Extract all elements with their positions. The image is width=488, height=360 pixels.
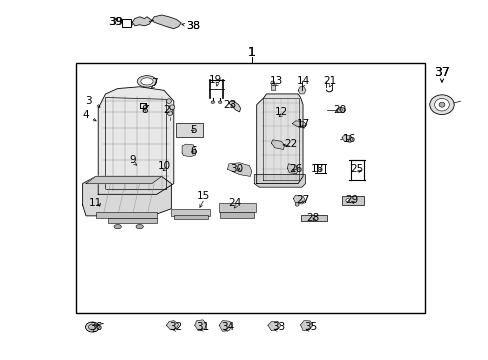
Ellipse shape: [218, 101, 222, 103]
Text: 36: 36: [89, 322, 102, 332]
Text: 23: 23: [223, 100, 236, 110]
Text: 30: 30: [230, 164, 243, 174]
Text: 16: 16: [342, 134, 355, 144]
Polygon shape: [298, 87, 305, 94]
Text: 26: 26: [288, 164, 302, 174]
Polygon shape: [228, 101, 240, 112]
Text: 9: 9: [129, 155, 135, 165]
Polygon shape: [267, 321, 281, 330]
Ellipse shape: [345, 199, 349, 202]
Text: 25: 25: [349, 164, 363, 174]
Text: 15: 15: [196, 191, 209, 201]
Polygon shape: [287, 164, 298, 174]
Text: 39: 39: [108, 17, 122, 27]
Ellipse shape: [434, 98, 448, 111]
Polygon shape: [82, 176, 171, 216]
Text: 5: 5: [190, 125, 196, 135]
Text: 18: 18: [310, 164, 324, 174]
Text: 22: 22: [284, 139, 297, 149]
Bar: [173, 215, 207, 220]
Text: 29: 29: [345, 195, 358, 205]
Text: 37: 37: [433, 66, 449, 79]
Ellipse shape: [88, 324, 96, 330]
Bar: [76, 63, 424, 313]
Bar: [122, 19, 131, 27]
Text: 38: 38: [186, 21, 200, 31]
Bar: [270, 85, 274, 90]
Ellipse shape: [270, 81, 274, 85]
Text: 37: 37: [433, 66, 449, 79]
Ellipse shape: [166, 99, 171, 103]
Ellipse shape: [136, 225, 143, 229]
Bar: [220, 212, 254, 218]
Text: 28: 28: [305, 213, 319, 222]
Text: 14: 14: [296, 76, 309, 86]
Text: 39: 39: [109, 17, 123, 27]
Text: 8: 8: [141, 105, 147, 115]
Text: 7: 7: [151, 78, 157, 88]
Ellipse shape: [438, 102, 444, 107]
Ellipse shape: [114, 225, 121, 229]
Polygon shape: [152, 15, 181, 29]
Bar: [171, 209, 210, 216]
Text: 17: 17: [296, 120, 309, 129]
Ellipse shape: [167, 111, 172, 116]
Text: 24: 24: [228, 198, 241, 208]
Bar: [300, 215, 327, 221]
Ellipse shape: [429, 95, 453, 114]
Polygon shape: [166, 320, 178, 330]
Text: 38: 38: [186, 21, 200, 31]
Ellipse shape: [211, 101, 214, 103]
Text: 3: 3: [85, 96, 92, 106]
Polygon shape: [132, 17, 152, 26]
Polygon shape: [86, 176, 161, 184]
Text: 27: 27: [296, 195, 309, 205]
Ellipse shape: [338, 109, 342, 111]
Ellipse shape: [336, 108, 345, 113]
Bar: [96, 212, 157, 218]
Bar: [341, 196, 363, 205]
Bar: [176, 123, 203, 137]
Text: 33: 33: [271, 322, 285, 332]
Ellipse shape: [137, 76, 157, 87]
Polygon shape: [292, 121, 306, 128]
Polygon shape: [271, 140, 284, 149]
Text: 31: 31: [196, 322, 209, 332]
Text: 32: 32: [169, 322, 183, 332]
Text: 13: 13: [269, 76, 282, 86]
Polygon shape: [256, 94, 303, 184]
Polygon shape: [300, 320, 312, 330]
Polygon shape: [293, 195, 305, 204]
Text: 35: 35: [303, 322, 316, 332]
Ellipse shape: [85, 322, 99, 332]
Text: 4: 4: [82, 111, 89, 121]
Ellipse shape: [295, 203, 299, 206]
Polygon shape: [341, 135, 352, 142]
Text: 2: 2: [163, 105, 169, 115]
Text: 1: 1: [247, 46, 255, 59]
Bar: [219, 203, 255, 212]
Ellipse shape: [141, 78, 153, 85]
Bar: [108, 218, 157, 223]
Polygon shape: [219, 320, 232, 331]
Text: 12: 12: [274, 107, 287, 117]
Text: 20: 20: [332, 105, 346, 115]
Polygon shape: [254, 175, 305, 187]
Text: 10: 10: [157, 161, 170, 171]
Ellipse shape: [169, 105, 174, 109]
Polygon shape: [227, 163, 251, 176]
Text: 34: 34: [221, 322, 234, 332]
Polygon shape: [182, 144, 195, 157]
Text: 19: 19: [208, 75, 222, 85]
Text: 1: 1: [247, 46, 255, 59]
Text: 11: 11: [89, 198, 102, 208]
Text: 21: 21: [323, 76, 336, 86]
Polygon shape: [98, 87, 173, 194]
Text: 6: 6: [190, 146, 196, 156]
Polygon shape: [194, 320, 206, 330]
